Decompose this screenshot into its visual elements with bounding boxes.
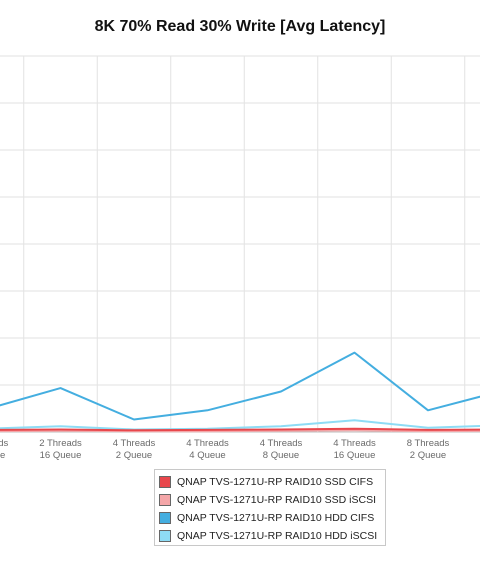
legend-swatch	[159, 494, 171, 506]
legend-item[interactable]: QNAP TVS-1271U-RP RAID10 HDD iSCSI	[159, 527, 385, 545]
x-tick-label: 4 Threads 16 Queue	[333, 438, 376, 461]
series-line	[0, 427, 480, 432]
series-line	[0, 351, 480, 421]
legend-swatch	[159, 476, 171, 488]
legend-item[interactable]: QNAP TVS-1271U-RP RAID10 SSD iSCSI	[159, 491, 385, 509]
x-tick-label: 4 Threads 2 Queue	[113, 438, 156, 461]
legend: QNAP TVS-1271U-RP RAID10 SSD CIFS QNAP TV…	[154, 469, 386, 546]
x-tick-label: 4 Threads 8 Queue	[260, 438, 303, 461]
x-tick-label: 2 Threads 16 Queue	[39, 438, 82, 461]
series-line	[0, 419, 480, 431]
series-lines	[0, 351, 480, 433]
legend-label: QNAP TVS-1271U-RP RAID10 HDD CIFS	[177, 512, 375, 524]
legend-item[interactable]: QNAP TVS-1271U-RP RAID10 HDD CIFS	[159, 509, 385, 527]
legend-label: QNAP TVS-1271U-RP RAID10 HDD iSCSI	[177, 530, 378, 542]
x-tick-label: 4 Threads 4 Queue	[186, 438, 229, 461]
chart-title: 8K 70% Read 30% Write [Avg Latency]	[94, 18, 386, 35]
legend-swatch	[159, 512, 171, 524]
grid-lines	[0, 55, 480, 433]
legend-swatch	[159, 530, 171, 542]
legend-label: QNAP TVS-1271U-RP RAID10 SSD CIFS	[177, 476, 374, 488]
legend-label: QNAP TVS-1271U-RP RAID10 SSD iSCSI	[177, 494, 376, 506]
x-tick-label: 8 Threads 2 Queue	[407, 438, 450, 461]
legend-item[interactable]: QNAP TVS-1271U-RP RAID10 SSD CIFS	[159, 473, 385, 491]
series-line	[0, 429, 480, 433]
